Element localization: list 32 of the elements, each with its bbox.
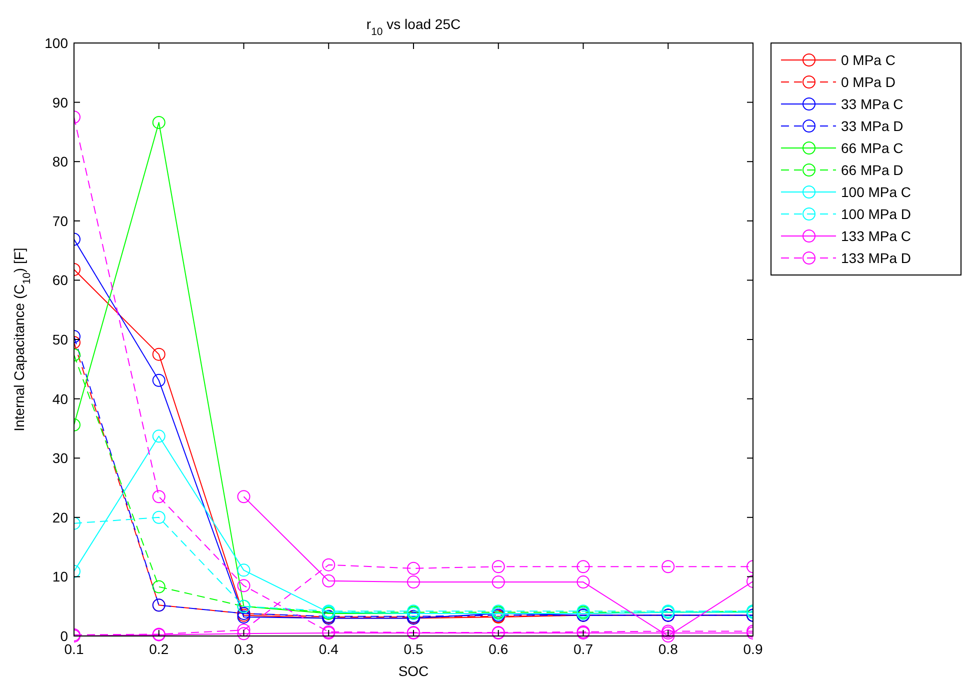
x-tick-label: 0.6: [488, 641, 508, 657]
y-tick-label: 70: [52, 212, 68, 229]
legend-label: 100 MPa C: [841, 184, 912, 200]
y-tick-label: 40: [52, 390, 68, 407]
x-tick-label: 0.9: [743, 641, 763, 657]
y-tick-label: 0: [60, 628, 68, 644]
chart-title: r$_{10}$ vs load 25C: [366, 16, 461, 38]
x-tick-label: 0.4: [318, 641, 339, 657]
legend-label: 133 MPa D: [841, 250, 912, 266]
y-tick-label: 50: [52, 332, 68, 348]
y-tick-label: 20: [52, 509, 68, 526]
y-tick-label: 30: [52, 450, 68, 466]
y-tick-label: 60: [52, 272, 68, 288]
x-tick-label: 0.8: [658, 641, 678, 657]
x-tick-label: 0.1: [64, 641, 84, 657]
y-tick-label: 100: [44, 35, 68, 51]
y-tick-label: 10: [52, 568, 68, 585]
x-tick-label: 0.5: [404, 641, 424, 657]
x-axis-title: SOC: [398, 663, 429, 679]
x-tick-label: 0.7: [574, 641, 594, 657]
legend-label: 33 MPa C: [841, 96, 904, 112]
legend-label: 100 MPa D: [841, 206, 912, 222]
x-tick-label: 0.2: [149, 641, 169, 657]
legend-label: 33 MPa D: [841, 118, 904, 134]
legend-label: 66 MPa D: [841, 162, 904, 178]
x-tick-label: 0.3: [234, 641, 254, 657]
y-tick-label: 80: [52, 154, 68, 170]
legend-label: 0 MPa C: [841, 52, 896, 68]
legend-label: 0 MPa D: [841, 74, 896, 90]
y-tick-label: 90: [52, 94, 68, 110]
legend-label: 133 MPa C: [841, 228, 912, 244]
legend-label: 66 MPa C: [841, 140, 904, 156]
